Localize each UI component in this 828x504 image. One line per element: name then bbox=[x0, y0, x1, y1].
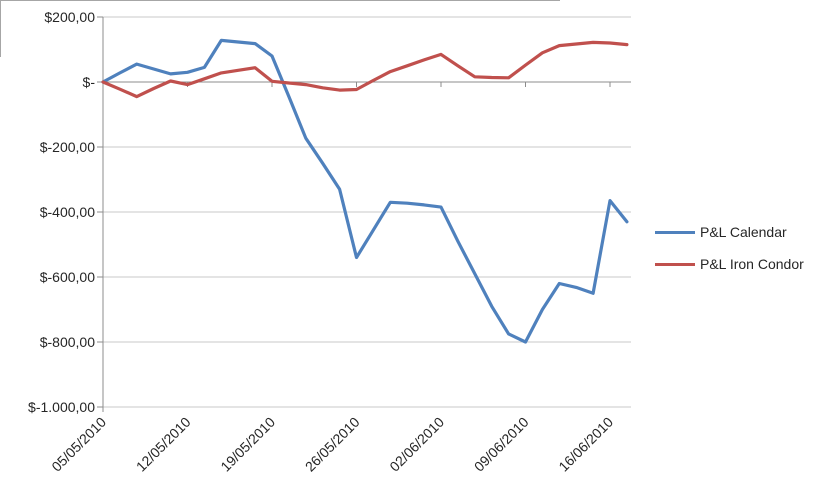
y-axis-tick-labels[interactable]: $200,00 $- $-200,00 $-400,00 $-600,00 $-800,0… bbox=[28, 9, 95, 415]
legend-item-calendar[interactable]: P&L Calendar bbox=[655, 224, 804, 240]
x-axis-tick-label: 12/05/2010 bbox=[133, 414, 194, 475]
legend-label-iron-condor: P&L Iron Condor bbox=[700, 256, 804, 272]
series-line-p-l-iron-condor[interactable] bbox=[101, 40, 629, 99]
series-line-p-l-calendar[interactable] bbox=[101, 38, 629, 344]
x-axis-tick-label: 09/06/2010 bbox=[471, 414, 532, 475]
y-axis-tick-label: $-400,00 bbox=[40, 204, 95, 220]
y-axis-tick-label: $-800,00 bbox=[40, 334, 95, 350]
y-axis-tick-label: $-600,00 bbox=[40, 269, 95, 285]
y-axis-tick-label: $-1.000,00 bbox=[28, 399, 95, 415]
legend-line-swatch-iron-condor bbox=[655, 262, 695, 266]
legend-label-calendar: P&L Calendar bbox=[700, 224, 787, 240]
axes bbox=[97, 16, 611, 412]
x-axis-tick-label: 19/05/2010 bbox=[217, 414, 278, 475]
chart-object-top-border bbox=[0, 0, 560, 1]
legend[interactable]: P&L Calendar P&L Iron Condor bbox=[655, 224, 804, 272]
x-axis-tick-label: 26/05/2010 bbox=[302, 414, 363, 475]
y-axis-tick-label: $-200,00 bbox=[40, 139, 95, 155]
y-axis-tick-label: $200,00 bbox=[44, 9, 95, 25]
legend-item-iron-condor[interactable]: P&L Iron Condor bbox=[655, 256, 804, 272]
x-axis-tick-labels[interactable]: 05/05/2010 12/05/2010 19/05/2010 26/05/2010… bbox=[48, 414, 616, 475]
series-lines[interactable] bbox=[101, 38, 629, 344]
x-axis-tick-label: 02/06/2010 bbox=[386, 414, 447, 475]
y-axis-tick-label: $- bbox=[83, 74, 96, 90]
legend-line-swatch-calendar bbox=[655, 230, 695, 234]
chart-object-left-border bbox=[0, 0, 1, 57]
x-axis-tick-label: 05/05/2010 bbox=[48, 414, 109, 475]
gridlines bbox=[103, 16, 631, 408]
x-axis-tick-label: 16/06/2010 bbox=[555, 414, 616, 475]
